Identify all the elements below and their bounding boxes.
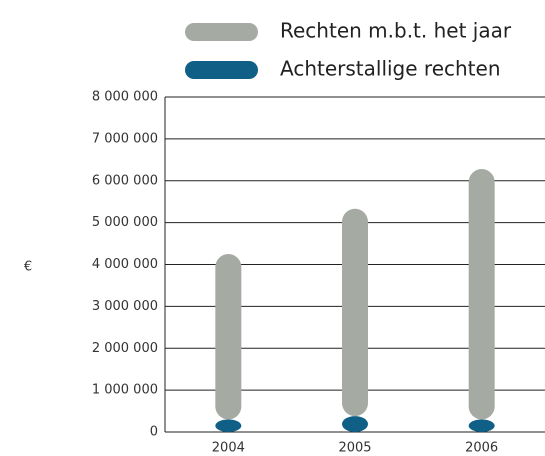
bar-segment (215, 254, 242, 420)
y-tick-label: 1 000 000 (92, 383, 158, 398)
bar-segment (342, 416, 368, 433)
y-tick-label: 3 000 000 (92, 299, 158, 314)
legend-label: Rechten m.b.t. het jaar (280, 19, 512, 43)
bar-segment (342, 208, 368, 417)
y-tick-label: 6 000 000 (92, 173, 158, 188)
legend-swatch (185, 61, 258, 79)
x-tick-label: 2005 (338, 441, 371, 456)
bar-segment (215, 419, 242, 432)
legend-label: Achterstallige rechten (280, 57, 501, 81)
x-tick-label: 2006 (465, 441, 498, 456)
y-tick-label: 0 (150, 425, 158, 440)
y-tick-label: 8 000 000 (92, 90, 158, 105)
bar-segment (468, 419, 495, 432)
legend-swatch (185, 23, 258, 41)
y-tick-label: 7 000 000 (92, 131, 158, 146)
x-tick-label: 2004 (212, 441, 245, 456)
y-axis-label: € (24, 260, 32, 275)
y-tick-label: 4 000 000 (92, 257, 158, 272)
y-tick-label: 5 000 000 (92, 215, 158, 230)
bar-segment (468, 169, 495, 420)
y-tick-label: 2 000 000 (92, 341, 158, 356)
